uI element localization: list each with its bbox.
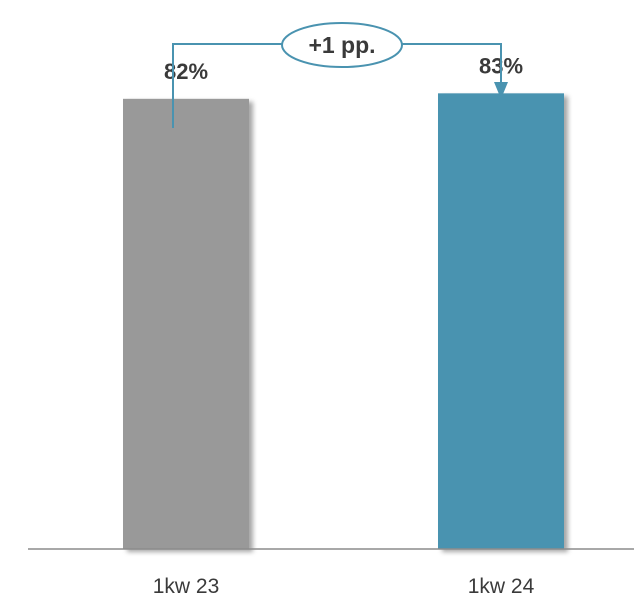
x-tick-label: 1kw 24 [468,575,535,598]
annotation-bubble [281,22,403,68]
bar-1 [123,98,249,549]
x-tick-label: 1kw 23 [153,575,220,598]
change-annotation: +1 pp. [172,22,508,128]
bars-layer: 82% 83% [123,53,564,549]
bar-value-label: 82% [164,59,208,84]
bar-2 [438,93,564,549]
annotation-arrowhead [494,82,508,99]
x-tick-labels: 1kw 23 1kw 24 [153,575,535,598]
annotation-label: +1 pp. [308,32,375,58]
